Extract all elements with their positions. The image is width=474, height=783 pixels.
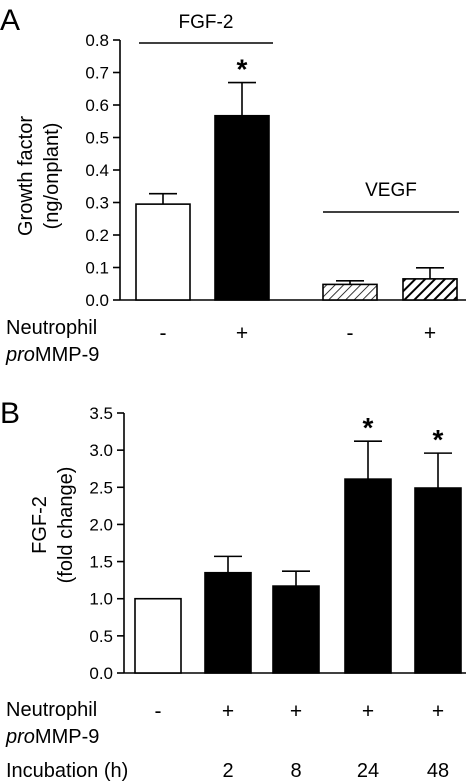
- b-y-tick-label: 2.5: [89, 478, 113, 497]
- b-significance-star: *: [363, 412, 374, 443]
- b-treatment-sign: +: [432, 700, 444, 723]
- b-incubation-value: 24: [357, 760, 379, 782]
- panel-a-row-label-neutrophil: Neutrophil: [6, 317, 97, 339]
- b-y-tick-label: 3.5: [89, 404, 113, 423]
- b-treatment-sign: +: [222, 700, 234, 723]
- panel-b-y-axis-label-line-1: FGF-2: [29, 496, 51, 554]
- b-bar: [272, 585, 320, 674]
- a-y-tick-label: 0.0: [85, 291, 109, 310]
- panel-b-chart: B FGF-2 (fold change) 0.0 0.5 1.0 1.5 2.0 2.5…: [0, 397, 466, 782]
- panel-a-letter: A: [0, 4, 20, 37]
- panel-b-axes: 0.0 0.5 1.0 1.5 2.0 2.5 3.0 3.5: [89, 404, 466, 683]
- a-bar: [214, 114, 270, 301]
- a-significance-star: *: [237, 54, 248, 85]
- panel-b-row-label-incubation: Incubation (h): [6, 760, 128, 782]
- panel-b-letter: B: [0, 397, 20, 430]
- a-y-tick-label: 0.5: [85, 129, 109, 148]
- panel-b-row-label-neutrophil: Neutrophil: [6, 699, 97, 721]
- a-treatment-sign: +: [236, 322, 248, 345]
- a-treatment-sign: -: [160, 322, 167, 345]
- panel-a-treatment-signs: - + - +: [160, 322, 437, 345]
- b-bar: [204, 571, 252, 674]
- b-y-tick-label: 3.0: [89, 441, 113, 460]
- panel-a-bars: *: [135, 54, 458, 301]
- a-bar: [402, 278, 458, 301]
- b-treatment-sign: -: [155, 700, 162, 723]
- panel-a-y-axis-label-line-2: (ng/onplant): [41, 123, 63, 230]
- b-significance-star: *: [433, 424, 444, 455]
- b-treatment-sign: +: [290, 700, 302, 723]
- b-incubation-value: 48: [427, 760, 449, 782]
- panel-b-bars: * *: [134, 412, 462, 674]
- panel-b-row-label-pro: pro: [5, 726, 35, 748]
- panel-a-y-axis-label-line-1: Growth factor: [15, 116, 37, 236]
- panel-b-incubation-values: 2 8 24 48: [222, 760, 449, 782]
- a-y-tick-label: 0.1: [85, 259, 109, 278]
- panel-a-chart: A Growth factor (ng/onplant) 0.00.10.20.…: [0, 4, 466, 366]
- b-y-tick-label: 2.0: [89, 515, 113, 534]
- b-bar: [344, 478, 392, 674]
- panel-a-axes: 0.0 0.1 0.2 0.3 0.4 0.5 0.6 0.7 0.8: [85, 31, 466, 310]
- b-y-tick-label: 0.0: [89, 664, 113, 683]
- panel-a-row-label-mmp9: MMP-9: [35, 344, 99, 366]
- a-treatment-sign: -: [347, 322, 354, 345]
- a-treatment-sign: +: [424, 322, 436, 345]
- b-treatment-sign: +: [362, 700, 374, 723]
- a-bar: [135, 203, 191, 301]
- panel-b-row-label-prommp9: proMMP-9: [5, 726, 99, 748]
- b-bar: [414, 487, 462, 674]
- panel-b-y-axis-label-line-2: (fold change): [55, 467, 77, 584]
- a-y-tick-label: 0.8: [85, 31, 109, 50]
- a-bar: [322, 283, 378, 301]
- a-y-tick-label: 0.4: [85, 161, 109, 180]
- b-y-tick-label: 1.5: [89, 553, 113, 572]
- panel-a-row-label-prommp9: proMMP-9: [5, 344, 99, 366]
- panel-b-row-label-mmp9: MMP-9: [35, 726, 99, 748]
- b-incubation-value: 8: [290, 760, 301, 782]
- a-y-tick-label: 0.6: [85, 96, 109, 115]
- b-incubation-value: 2: [222, 760, 233, 782]
- a-y-tick-label: 0.3: [85, 194, 109, 213]
- group-label-vegf: VEGF: [365, 180, 417, 201]
- b-y-tick-label: 1.0: [89, 590, 113, 609]
- panel-a-row-label-pro: pro: [5, 344, 35, 366]
- group-label-fgf2: FGF-2: [179, 12, 234, 33]
- b-y-tick-label: 0.5: [89, 627, 113, 646]
- a-y-tick-label: 0.7: [85, 64, 109, 83]
- b-bar: [134, 597, 182, 674]
- panel-b-treatment-signs: - + + + +: [155, 700, 445, 723]
- a-y-tick-label: 0.2: [85, 226, 109, 245]
